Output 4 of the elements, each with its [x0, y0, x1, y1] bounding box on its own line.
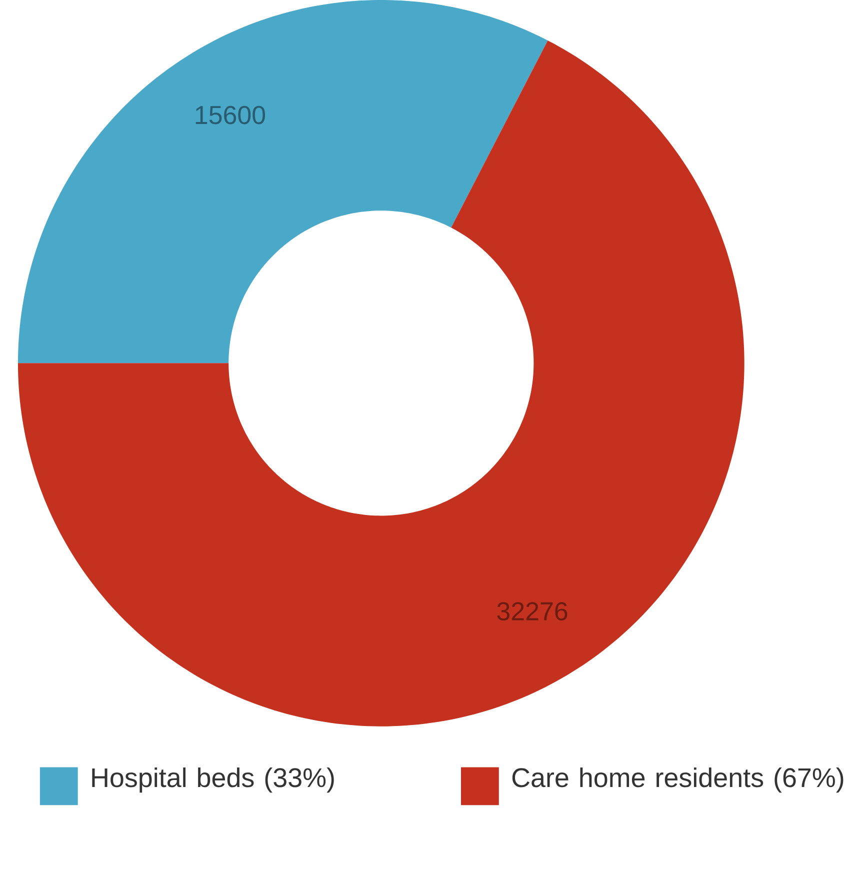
- data-label: 15600: [196, 106, 266, 124]
- data-label: 32276: [497, 602, 568, 620]
- legend-label: Hospital beds (33%): [92, 767, 334, 793]
- legend-label: Care home residents (67%): [512, 767, 844, 793]
